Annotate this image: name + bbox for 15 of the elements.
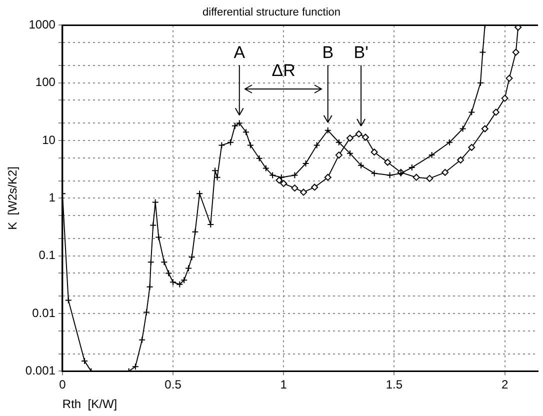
y-tick-label: 0.01 [32, 306, 56, 320]
y-tick-label: 100 [35, 75, 56, 90]
x-tick-label: 2 [501, 378, 508, 392]
chart-title: differential structure function [202, 6, 340, 19]
y-tick-label: 0.001 [25, 364, 56, 378]
x-axis-title: Rth [K/W] [62, 397, 118, 412]
x-tick-label: 1.5 [386, 378, 403, 392]
y-axis-title: K [W2s/K2] [6, 166, 20, 230]
y-tick-label: 1000 [28, 18, 56, 32]
y-tick-label: 0.1 [38, 248, 56, 262]
x-tick-label: 0 [59, 378, 66, 392]
x-tick-label: 0.5 [164, 378, 182, 392]
y-tick-label: 10 [42, 132, 56, 147]
y-tick-label: 1 [48, 190, 56, 205]
x-tick-label: 1 [280, 378, 288, 392]
